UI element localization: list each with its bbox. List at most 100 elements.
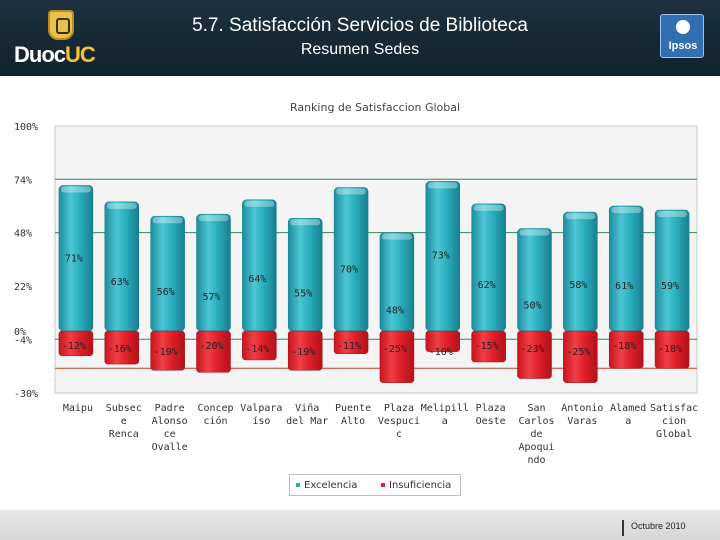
bar-highlight bbox=[611, 206, 642, 213]
x-category-label: Alonso bbox=[152, 416, 188, 427]
x-category-label: ción bbox=[203, 415, 227, 427]
bar-excelencia bbox=[150, 215, 185, 332]
chart-legend: Excelencia Insuficiencia bbox=[289, 474, 461, 496]
bar-highlight bbox=[427, 182, 458, 189]
x-category-label: Concep bbox=[197, 403, 233, 414]
data-label-excelencia: 50% bbox=[523, 301, 541, 312]
bar-highlight bbox=[381, 233, 412, 240]
data-label-insuficiencia: -19% bbox=[291, 347, 315, 358]
x-category-label: Carlos bbox=[518, 416, 554, 427]
data-label-excelencia: 70% bbox=[340, 265, 358, 276]
data-label-excelencia: 58% bbox=[569, 280, 587, 291]
bar-insuficiencia bbox=[58, 330, 94, 357]
legend-item-insuficiencia: Insuficiencia bbox=[381, 480, 451, 491]
x-category-label: del Mar bbox=[286, 416, 328, 427]
bar-highlight bbox=[657, 211, 688, 218]
data-label-insuficiencia: -18% bbox=[612, 341, 636, 352]
bar-insuficiencia bbox=[196, 330, 231, 373]
x-category-label: Satisfac bbox=[650, 403, 698, 414]
bar-insuficiencia bbox=[150, 330, 185, 371]
bar-insuficiencia bbox=[333, 330, 369, 354]
bar-insuficiencia bbox=[471, 330, 506, 363]
x-category-label: cion bbox=[662, 416, 686, 427]
footer-divider bbox=[622, 520, 624, 536]
bar-highlight bbox=[244, 200, 275, 207]
data-label-insuficiencia: -25% bbox=[383, 344, 407, 355]
x-category-label: Varas bbox=[567, 416, 597, 427]
bar-insuficiencia bbox=[608, 330, 644, 369]
data-label-excelencia: 64% bbox=[248, 274, 266, 285]
x-category-label: ndo bbox=[527, 455, 545, 466]
x-category-label: Oeste bbox=[476, 416, 506, 427]
data-label-insuficiencia: -11% bbox=[337, 341, 361, 352]
y-tick-label: -30% bbox=[14, 389, 38, 400]
x-category-label: Alamed bbox=[610, 403, 646, 414]
bar-highlight bbox=[473, 204, 504, 211]
x-category-label: Valpara bbox=[240, 403, 282, 414]
data-label-insuficiencia: -10% bbox=[429, 347, 453, 358]
x-category-label: a bbox=[625, 416, 631, 427]
x-category-label: Vespuci bbox=[378, 416, 420, 427]
data-label-insuficiencia: -14% bbox=[245, 344, 269, 355]
footer-date: Octubre 2010 bbox=[631, 521, 686, 531]
data-label-excelencia: 61% bbox=[615, 281, 633, 292]
y-tick-label: 100% bbox=[14, 122, 38, 133]
x-category-label: e bbox=[121, 416, 127, 427]
bar-excelencia bbox=[104, 201, 140, 332]
x-category-label: Apoqui bbox=[518, 442, 554, 453]
bar-chart: 100% 74% 48% 22% 0%-4% -30% 71% -12% Maipu 63% -16… bbox=[14, 122, 698, 466]
bar-highlight bbox=[152, 217, 183, 224]
data-label-excelencia: 55% bbox=[294, 288, 312, 299]
chart-title: Ranking de Satisfaccion Global bbox=[289, 101, 461, 114]
bar-excelencia bbox=[242, 199, 277, 332]
bar-insuficiencia bbox=[517, 330, 552, 379]
x-category-label: Renca bbox=[109, 429, 139, 440]
x-category-label: Alto bbox=[341, 416, 365, 427]
bar-insuficiencia bbox=[242, 330, 277, 361]
y-tick-label: 0% bbox=[14, 327, 26, 338]
y-tick-label: -4% bbox=[14, 335, 32, 346]
x-category-label: Maipu bbox=[63, 403, 93, 414]
data-label-excelencia: 63% bbox=[111, 277, 129, 288]
x-category-label: c bbox=[396, 429, 402, 440]
bar-insuficiencia bbox=[379, 330, 415, 383]
bar-insuficiencia bbox=[287, 330, 323, 371]
bar-excelencia bbox=[196, 213, 231, 332]
x-category-label: de bbox=[530, 429, 542, 440]
legend-swatch-excelencia bbox=[296, 483, 300, 487]
bar-insuficiencia bbox=[654, 330, 690, 369]
data-label-insuficiencia: -12% bbox=[62, 341, 86, 352]
bar-highlight bbox=[336, 188, 367, 195]
bar-highlight bbox=[198, 215, 229, 222]
data-label-insuficiencia: -19% bbox=[154, 347, 178, 358]
bar-excelencia bbox=[287, 218, 323, 332]
data-label-excelencia: 48% bbox=[386, 306, 404, 317]
bar-insuficiencia bbox=[563, 330, 598, 383]
data-label-insuficiencia: -16% bbox=[108, 344, 132, 355]
data-label-excelencia: 71% bbox=[65, 253, 83, 264]
crest-icon bbox=[48, 10, 74, 40]
x-category-label: a bbox=[442, 416, 448, 427]
bar-insuficiencia bbox=[425, 330, 461, 352]
x-category-label: Plaza bbox=[476, 403, 506, 414]
bar-excelencia bbox=[608, 205, 644, 332]
x-category-label: San bbox=[527, 403, 545, 414]
bar-highlight bbox=[106, 202, 137, 209]
header-banner: DuocUC 5.7. Satisfacción Servicios de Bi… bbox=[0, 0, 720, 76]
x-category-label: ce bbox=[164, 429, 176, 440]
bar-highlight bbox=[60, 186, 91, 193]
x-category-label: Melipill bbox=[421, 403, 469, 414]
bar-excelencia bbox=[563, 211, 598, 332]
legend-item-excelencia: Excelencia bbox=[296, 480, 357, 491]
y-tick-label: 22% bbox=[14, 282, 32, 293]
x-category-label: Antonio bbox=[561, 403, 603, 414]
x-category-label: Viña bbox=[295, 403, 319, 414]
bar-excelencia bbox=[471, 203, 506, 332]
data-label-excelencia: 73% bbox=[432, 250, 450, 261]
bar-highlight bbox=[290, 219, 321, 226]
slide-subtitle: Resumen Sedes bbox=[300, 41, 420, 58]
x-category-label: Plaza bbox=[384, 403, 414, 414]
x-category-label: íso bbox=[252, 415, 270, 427]
x-category-label: Subsec bbox=[106, 403, 142, 414]
bar-excelencia bbox=[517, 228, 552, 332]
